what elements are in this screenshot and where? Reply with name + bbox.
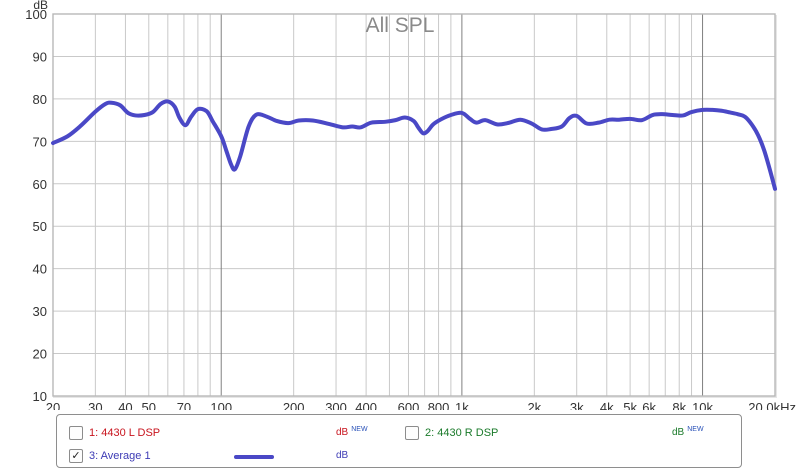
x-tick-label: 100 bbox=[210, 400, 232, 410]
x-tick-label: 600 bbox=[398, 400, 420, 410]
y-tick-label: 90 bbox=[33, 49, 47, 64]
x-tick-label: 50 bbox=[142, 400, 156, 410]
legend-checkbox-1[interactable] bbox=[69, 426, 83, 440]
series-layer bbox=[51, 99, 777, 191]
plot-area bbox=[53, 14, 775, 396]
x-tick-label: 1k bbox=[455, 400, 469, 410]
legend-new-badge-1: NEW bbox=[351, 426, 368, 433]
plot-border bbox=[52, 13, 776, 397]
y-tick-label: 20 bbox=[33, 347, 47, 362]
x-tick-label: 200 bbox=[283, 400, 305, 410]
legend-unit-2: dB NEW bbox=[672, 424, 704, 442]
y-tick-label: 10 bbox=[33, 389, 47, 404]
y-tick-label: 70 bbox=[33, 134, 47, 149]
y-tick-label: 30 bbox=[33, 304, 47, 319]
legend-panel: 1: 4430 L DSP dB NEW 2: 4430 R DSP dB NEW … bbox=[56, 414, 742, 468]
x-tick-label: 800 bbox=[428, 400, 450, 410]
x-tick-label: 20.0kHz bbox=[748, 400, 796, 410]
x-tick-label: 70 bbox=[177, 400, 191, 410]
y-tick-label: 50 bbox=[33, 219, 47, 234]
x-tick-label: 5k bbox=[623, 400, 637, 410]
x-tick-label: 3k bbox=[570, 400, 584, 410]
legend-unit-text-2: dB bbox=[672, 427, 685, 438]
x-tick-label: 400 bbox=[355, 400, 377, 410]
x-tick-label: 4k bbox=[600, 400, 614, 410]
x-tick-label: 30 bbox=[88, 400, 102, 410]
y-tick-label: 40 bbox=[33, 262, 47, 277]
legend-label-2: 2: 4430 R DSP bbox=[425, 427, 499, 439]
legend-swatch-3 bbox=[234, 455, 274, 459]
x-tick-label: 300 bbox=[325, 400, 347, 410]
x-tick-labels: 20 30 40 50 70 100 200 300 400 600 800 1k 2k 3k 4k 5k 6k… bbox=[46, 400, 796, 410]
x-tick-label: 20 bbox=[46, 400, 60, 410]
y-tick-label: 100 bbox=[25, 7, 47, 22]
x-tick-label: 2k bbox=[527, 400, 541, 410]
legend-unit-text-3: dB bbox=[336, 450, 349, 461]
legend-unit-text-1: dB bbox=[336, 427, 349, 438]
y-tick-label: 60 bbox=[33, 177, 47, 192]
legend-new-badge-2: NEW bbox=[687, 426, 704, 433]
x-tick-label: 10k bbox=[692, 400, 713, 410]
x-tick-label: 8k bbox=[672, 400, 686, 410]
legend-label-3: 3: Average 1 bbox=[89, 450, 151, 462]
y-tick-labels: 10 20 30 40 50 60 70 80 90 100 bbox=[25, 7, 47, 404]
legend-checkbox-2[interactable] bbox=[405, 426, 419, 440]
legend-label-1: 1: 4430 L DSP bbox=[89, 427, 161, 439]
y-axis-label: dB bbox=[33, 0, 48, 12]
chart-title: All SPL bbox=[366, 14, 435, 37]
series-line-average bbox=[51, 99, 777, 191]
y-tick-label: 80 bbox=[33, 92, 47, 107]
x-tick-label: 6k bbox=[642, 400, 656, 410]
legend-checkbox-3[interactable]: ✓ bbox=[69, 449, 83, 463]
legend-unit-1: dB NEW bbox=[336, 424, 368, 442]
x-tick-label: 40 bbox=[118, 400, 132, 410]
legend-unit-3: dB bbox=[336, 447, 348, 465]
